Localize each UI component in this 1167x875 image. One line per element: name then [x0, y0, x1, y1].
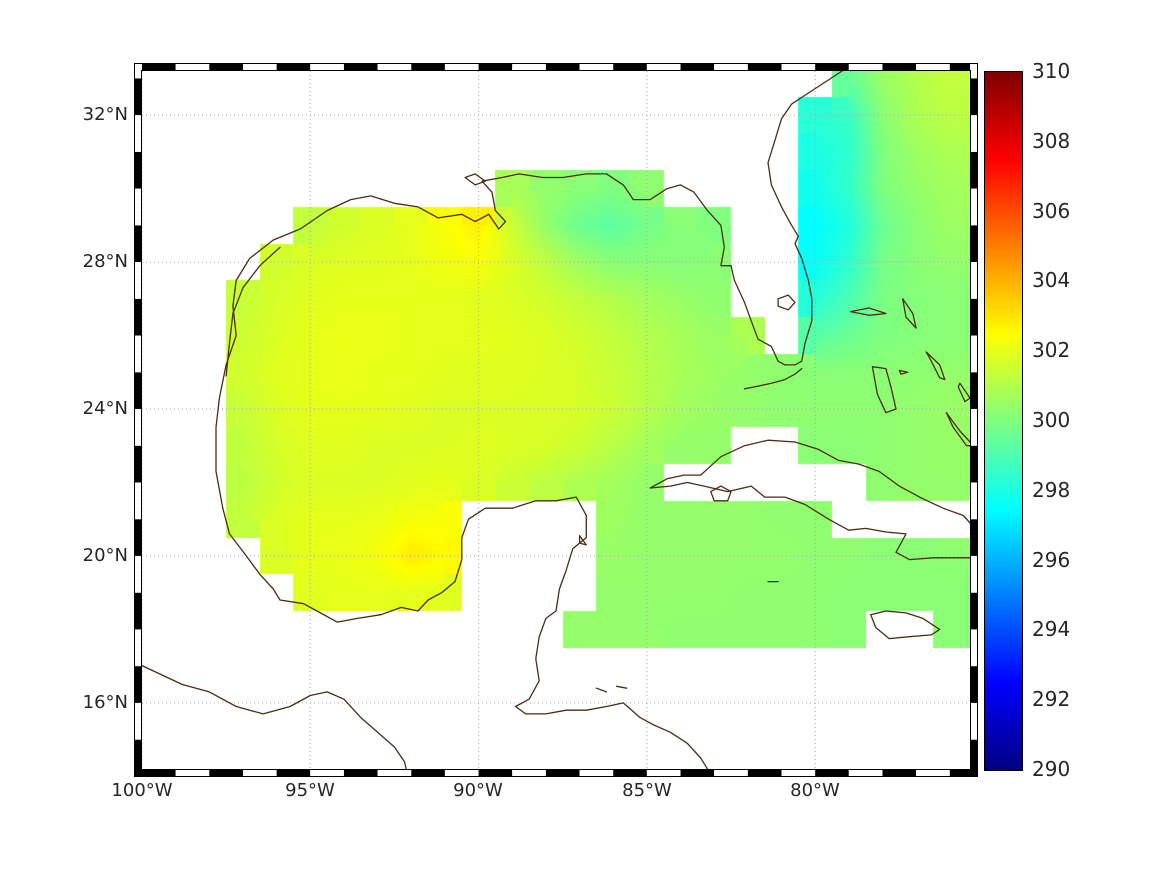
y-tick-label-32n: 32°N: [82, 104, 128, 125]
y-tick-label-16n: 16°N: [82, 692, 128, 713]
x-tick-label-90w: 90°W: [453, 780, 503, 801]
x-tick-label-95w: 95°W: [285, 780, 335, 801]
colorbar-tick-label-306: 306: [1032, 199, 1071, 223]
colorbar-tick-label-310: 310: [1032, 59, 1071, 83]
y-tick-label-24n: 24°N: [82, 398, 128, 419]
x-tick-label-100w: 100°W: [111, 780, 173, 801]
colorbar-tick-label-308: 308: [1032, 129, 1071, 153]
sst-heatmap-canvas: [142, 71, 970, 769]
colorbar-tick-label-296: 296: [1032, 548, 1071, 572]
colorbar-canvas: [984, 71, 1023, 771]
x-tick-label-80w: 80°W: [790, 780, 840, 801]
colorbar-tick-label-290: 290: [1032, 757, 1071, 781]
map-overlay-svg: [142, 71, 970, 769]
colorbar-tick-label-304: 304: [1032, 268, 1071, 292]
colorbar-tick-label-300: 300: [1032, 408, 1071, 432]
colorbar-tick-label-292: 292: [1032, 687, 1071, 711]
x-tick-label-85w: 85°W: [622, 780, 672, 801]
colorbar-tick-label-298: 298: [1032, 478, 1071, 502]
y-tick-label-20n: 20°N: [82, 545, 128, 566]
colorbar-tick-label-294: 294: [1032, 617, 1071, 641]
y-tick-label-28n: 28°N: [82, 251, 128, 272]
colorbar-tick-label-302: 302: [1032, 338, 1071, 362]
